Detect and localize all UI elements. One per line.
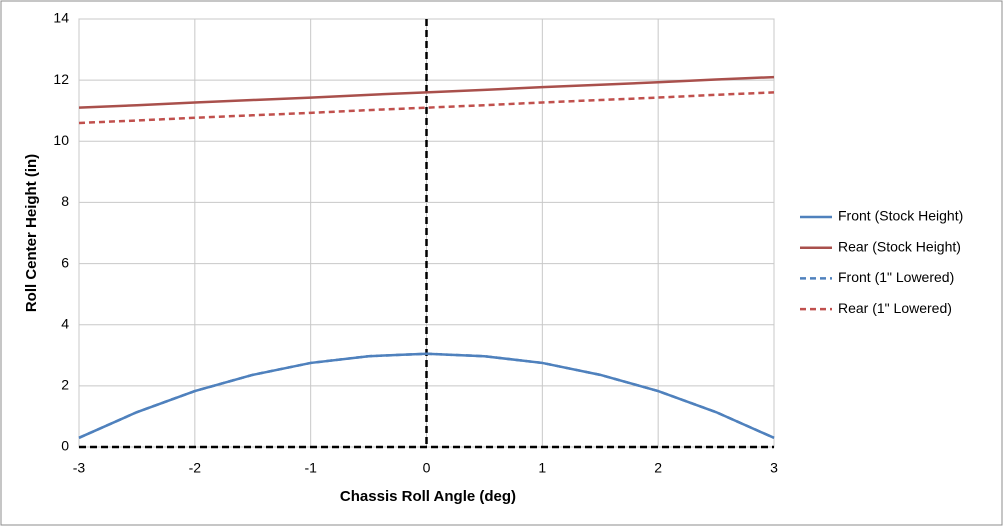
legend-label: Front (Stock Height) (838, 208, 963, 224)
y-tick-label: 12 (53, 71, 69, 87)
legend-label: Front (1" Lowered) (838, 269, 954, 285)
x-tick-label: -3 (73, 460, 86, 476)
legend-label: Rear (1" Lowered) (838, 300, 952, 316)
series-line (78, 91, 775, 125)
y-axis-title: Roll Center Height (in) (23, 154, 40, 312)
y-tick-label: 0 (61, 438, 69, 454)
y-tick-label: 10 (53, 132, 69, 148)
y-tick-label: 4 (61, 315, 69, 331)
series-line (78, 75, 775, 109)
y-tick-label: 2 (61, 377, 69, 393)
y-tick-label: 6 (61, 254, 69, 270)
legend-label: Rear (Stock Height) (838, 238, 961, 254)
x-axis-title: Chassis Roll Angle (deg) (340, 488, 516, 505)
x-tick-label: 3 (770, 460, 778, 476)
series-line (78, 352, 775, 439)
x-tick-label: -1 (304, 460, 317, 476)
y-tick-label: 14 (53, 10, 69, 26)
x-tick-label: 0 (423, 460, 431, 476)
y-tick-label: 8 (61, 193, 69, 209)
x-tick-label: 2 (654, 460, 662, 476)
x-tick-label: -2 (189, 460, 202, 476)
x-tick-label: 1 (538, 460, 546, 476)
